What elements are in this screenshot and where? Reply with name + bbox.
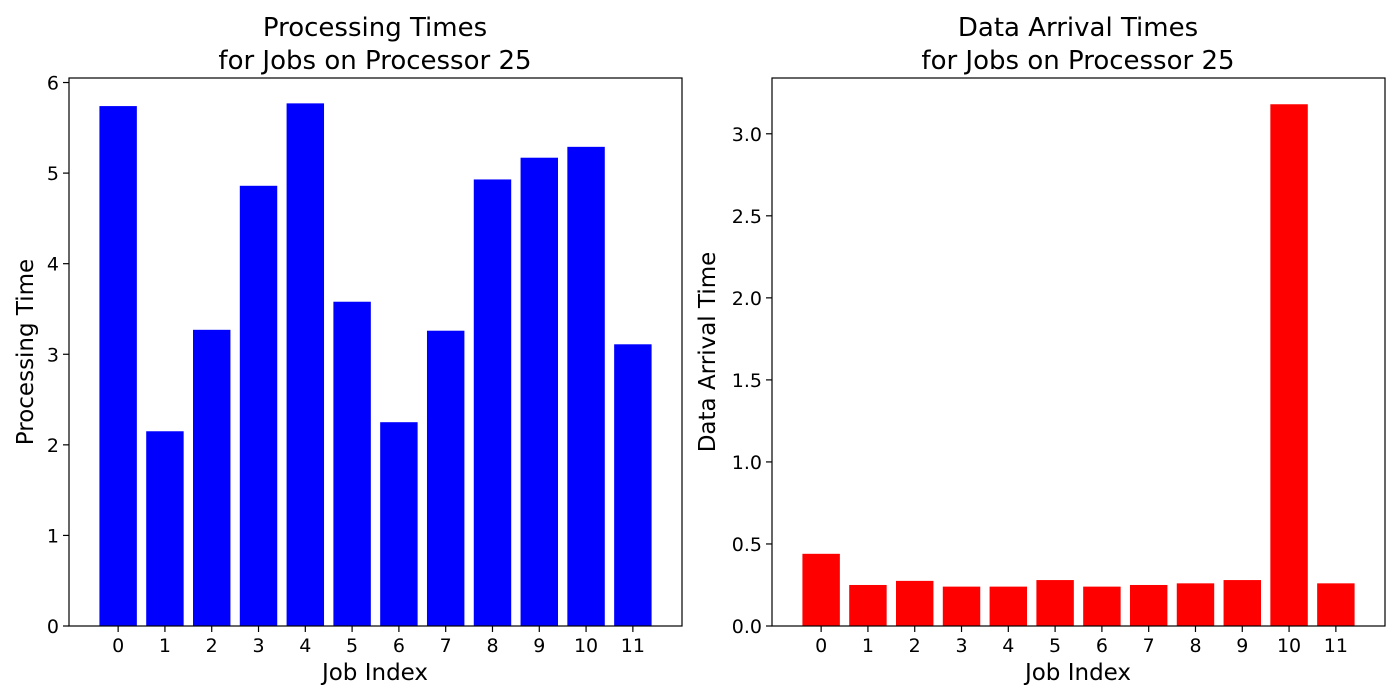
plot-frame <box>771 77 1386 627</box>
y-tick-label: 4 <box>47 254 59 276</box>
x-tick-label: 8 <box>486 635 498 657</box>
bar-3 <box>239 185 278 627</box>
bar-1 <box>849 584 887 626</box>
bar-9 <box>1223 580 1261 626</box>
bar-0 <box>99 106 137 626</box>
y-axis-label: Processing Time <box>13 259 39 445</box>
x-tick-label: 6 <box>1096 635 1108 657</box>
x-tick-label: 10 <box>574 635 598 657</box>
x-tick-label: 9 <box>533 635 545 657</box>
bar-10 <box>1270 104 1308 626</box>
plot-frame <box>68 77 683 627</box>
x-tick-label: 4 <box>299 635 311 657</box>
processing-times-chart: Processing Times for Jobs on Processor 2… <box>13 13 683 686</box>
x-tick-label: 3 <box>955 635 967 657</box>
y-tick-label: 3 <box>47 344 59 366</box>
bar-9 <box>520 157 558 626</box>
data-arrival-times-chart: Data Arrival Times for Jobs on Processor… <box>695 13 1386 686</box>
y-tick-label: 0.5 <box>732 534 762 556</box>
x-axis-label: Job Index <box>320 660 428 686</box>
bar-7 <box>1129 584 1168 626</box>
y-tick-label: 6 <box>47 73 59 95</box>
y-tick-label: 5 <box>47 163 59 185</box>
x-tick-label: 11 <box>621 635 645 657</box>
x-tick-label: 1 <box>159 635 171 657</box>
chart-title-line-1: Data Arrival Times <box>958 13 1198 43</box>
bar-11 <box>1317 583 1355 626</box>
y-tick-label: 1 <box>47 525 59 547</box>
bar-1 <box>146 431 184 626</box>
bar-11 <box>614 344 652 626</box>
y-tick-label: 2 <box>47 435 59 457</box>
x-tick-label: 5 <box>1049 635 1061 657</box>
x-tick-label: 2 <box>206 635 218 657</box>
bar-6 <box>1083 586 1121 626</box>
y-tick-label: 2.5 <box>732 206 762 228</box>
bar-7 <box>426 330 465 626</box>
y-tick-label: 0 <box>47 616 59 638</box>
x-axis-ticks: 0 1 2 3 4 5 6 7 8 9 10 11 <box>112 626 645 657</box>
x-tick-label: 1 <box>862 635 874 657</box>
x-tick-label: 11 <box>1324 635 1348 657</box>
chart-title-line-1: Processing Times <box>263 13 487 43</box>
bar-4 <box>286 103 325 627</box>
y-tick-label: 3.0 <box>732 124 762 146</box>
x-tick-label: 0 <box>112 635 124 657</box>
x-tick-label: 4 <box>1002 635 1014 657</box>
x-tick-label: 7 <box>1143 635 1155 657</box>
chart-title-line-2: for Jobs on Processor 25 <box>921 46 1234 76</box>
y-tick-label: 2.0 <box>732 288 762 310</box>
x-tick-label: 5 <box>346 635 358 657</box>
x-axis-ticks: 0 1 2 3 4 5 6 7 8 9 10 11 <box>815 626 1348 657</box>
bar-4 <box>989 586 1028 626</box>
y-axis-label: Data Arrival Time <box>695 252 721 453</box>
y-tick-label: 1.0 <box>732 452 762 474</box>
bar-group <box>802 104 1355 626</box>
y-axis-ticks: 0 1 2 3 4 5 6 <box>47 73 69 638</box>
x-tick-label: 8 <box>1189 635 1201 657</box>
x-axis-label: Job Index <box>1023 660 1131 686</box>
bar-5 <box>1036 580 1074 626</box>
bar-8 <box>1176 583 1215 626</box>
bar-10 <box>567 146 605 626</box>
x-tick-label: 3 <box>252 635 264 657</box>
bar-6 <box>380 422 418 626</box>
y-tick-label: 0.0 <box>732 616 762 638</box>
bar-5 <box>333 301 371 626</box>
bar-0 <box>802 553 840 626</box>
x-tick-label: 0 <box>815 635 827 657</box>
x-tick-label: 9 <box>1236 635 1248 657</box>
x-tick-label: 2 <box>909 635 921 657</box>
y-axis-ticks: 0.0 0.5 1.0 1.5 2.0 2.5 3.0 <box>732 124 772 638</box>
x-tick-label: 6 <box>393 635 405 657</box>
bar-2 <box>896 580 934 626</box>
x-tick-label: 10 <box>1277 635 1301 657</box>
bar-2 <box>193 329 231 626</box>
bar-8 <box>473 179 512 626</box>
y-tick-label: 1.5 <box>732 370 762 392</box>
x-tick-label: 7 <box>440 635 452 657</box>
bar-group <box>99 103 652 627</box>
bar-3 <box>942 586 981 626</box>
chart-title-line-2: for Jobs on Processor 25 <box>218 46 531 76</box>
